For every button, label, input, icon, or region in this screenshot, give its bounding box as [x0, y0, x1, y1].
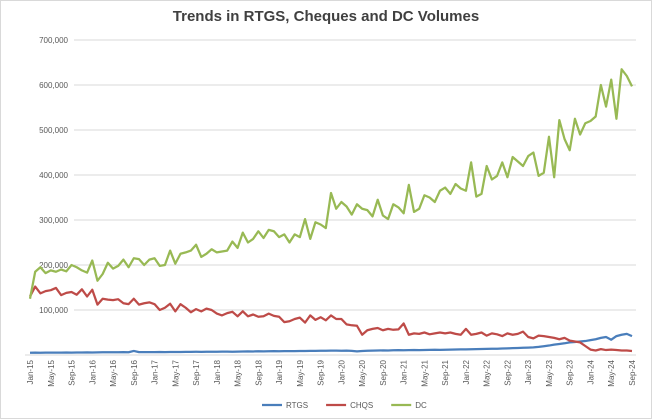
x-tick-label: Jan-24 [586, 359, 595, 384]
y-tick-label: 100,000 [39, 306, 68, 315]
x-tick-label: Jan-19 [275, 359, 284, 384]
x-tick-label: May-15 [47, 359, 56, 386]
x-tick-label: Sep-23 [566, 359, 575, 385]
series-line [29, 285, 633, 353]
legend-label: RTGS [286, 401, 308, 410]
series-line [28, 68, 634, 299]
x-tick-label: Jan-15 [26, 359, 35, 384]
y-tick-label: 600,000 [39, 81, 68, 90]
x-tick-label: Jan-22 [462, 359, 471, 384]
series-line [29, 332, 633, 354]
chart-title: Trends in RTGS, Cheques and DC Volumes [173, 8, 479, 25]
x-tick-label: Sep-16 [130, 359, 139, 385]
x-tick-label: May-24 [607, 359, 616, 386]
x-tick-label: May-19 [296, 359, 305, 386]
x-tick-label: Sep-20 [379, 359, 388, 385]
x-tick-label: Jan-21 [400, 359, 409, 384]
x-tick-label: Sep-15 [68, 359, 77, 385]
x-tick-label: Sep-17 [192, 359, 201, 385]
x-tick-label: Jan-17 [151, 359, 160, 384]
y-tick-label: 400,000 [39, 171, 68, 180]
x-tick-label: Jan-16 [88, 359, 97, 384]
x-tick-label: Jan-18 [213, 359, 222, 384]
x-tick-label: May-17 [171, 359, 180, 386]
x-tick-label: May-18 [234, 359, 243, 386]
x-tick-label: Sep-18 [254, 359, 263, 385]
x-tick-label: May-16 [109, 359, 118, 386]
x-tick-label: May-22 [483, 359, 492, 386]
x-tick-label: May-20 [358, 359, 367, 386]
x-tick-label: Sep-24 [628, 359, 637, 385]
x-tick-label: Sep-21 [441, 359, 450, 385]
x-tick-label: Jan-20 [337, 359, 346, 384]
legend-label: CHQS [350, 401, 373, 410]
x-tick-label: Sep-19 [317, 359, 326, 385]
legend-label: DC [415, 401, 427, 410]
y-tick-label: 300,000 [39, 216, 68, 225]
x-tick-label: May-21 [420, 359, 429, 386]
x-tick-label: Jan-23 [524, 359, 533, 384]
y-tick-label: 700,000 [39, 36, 68, 45]
x-tick-label: Sep-22 [503, 359, 512, 385]
y-tick-label: 500,000 [39, 126, 68, 135]
x-tick-label: May-23 [545, 359, 554, 386]
y-tick-label: 200,000 [39, 261, 68, 270]
